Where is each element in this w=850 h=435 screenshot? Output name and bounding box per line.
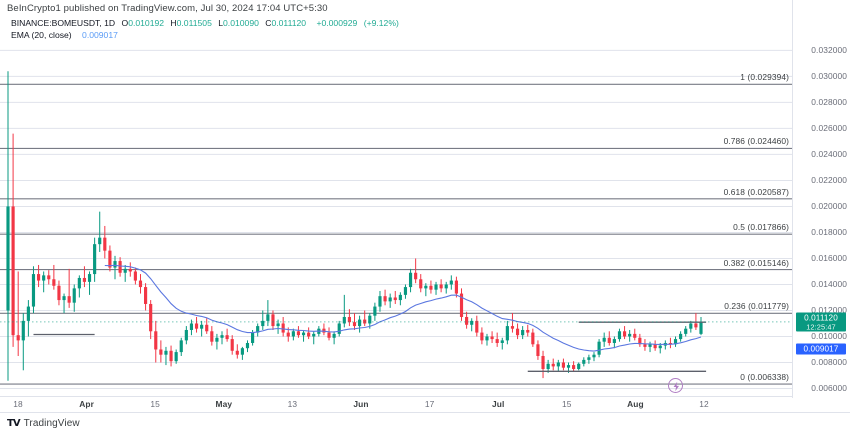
price-axis-tick: 0.026000 [811, 123, 847, 134]
legend-low-value: 0.010090 [223, 18, 259, 28]
chart-plot-area[interactable] [0, 40, 793, 395]
legend-low-key: L [218, 18, 224, 28]
time-axis-tick: 12 [699, 399, 709, 409]
legend-close-key: C [265, 18, 272, 28]
price-axis-tick: 0.028000 [811, 97, 847, 108]
candlestick-series-layer [0, 71, 793, 381]
price-axis-tick: 0.030000 [811, 71, 847, 82]
tradingview-logo[interactable]: TV TradingView [7, 418, 80, 429]
fibonacci-level-label: 0.5 (0.017866) [733, 222, 789, 233]
legend-ohlc-row: BINANCE:BOMEUSDT, 1D O0.010192 H0.011505… [11, 17, 399, 29]
price-axis-tick: 0.024000 [811, 149, 847, 160]
price-axis-tick: 0.020000 [811, 201, 847, 212]
time-axis-tick: Jul [491, 399, 505, 409]
time-axis-tick: 13 [287, 399, 298, 409]
price-axis-tick: 0.022000 [811, 175, 847, 186]
fibonacci-level-label: 0.382 (0.015146) [723, 257, 789, 268]
tradingview-logo-word: TradingView [23, 418, 80, 429]
price-axis-tick: 0.008000 [811, 357, 847, 368]
legend-ema-value: 0.009017 [82, 30, 118, 40]
time-scale[interactable]: 18 Apr 15 May 13 Jun 17 Jul 15 Aug 12 [0, 397, 793, 412]
price-axis-tick: 0.010000 [811, 331, 847, 342]
price-axis-tick: 0.006000 [811, 383, 847, 394]
time-axis-tick: May [215, 399, 233, 409]
ema-price-badge[interactable]: 0.009017 [796, 343, 846, 355]
time-scale-divider [0, 396, 793, 397]
price-scale[interactable]: 0.032000 0.030000 0.028000 0.026000 0.024000… [793, 0, 850, 396]
time-axis-tick: 15 [150, 399, 160, 409]
legend-close-value: 0.011120 [271, 18, 307, 28]
time-axis-tick: 18 [13, 399, 23, 409]
fibonacci-level-label: 0.786 (0.024460) [723, 136, 789, 147]
fibonacci-level-label: 1 (0.029394) [740, 72, 789, 83]
fibonacci-level-label: 0 (0.006338) [740, 372, 789, 383]
price-axis-tick: 0.032000 [811, 45, 847, 56]
chart-legend: BINANCE:BOMEUSDT, 1D O0.010192 H0.011505… [11, 17, 399, 41]
price-axis-tick: 0.012000 [811, 305, 847, 316]
price-axis-tick: 0.018000 [811, 227, 847, 238]
fibonacci-level-label: 0.618 (0.020587) [723, 186, 789, 197]
fibonacci-level-label: 0.236 (0.011779) [724, 301, 789, 312]
price-scale-divider [792, 0, 793, 398]
price-axis-tick: 0.014000 [811, 279, 847, 290]
bar-countdown: 12:25:47 [806, 322, 836, 332]
lightning-bolt-icon[interactable] [668, 378, 683, 393]
time-axis-tick: Apr [79, 399, 94, 409]
chart-grid-layer [0, 49, 793, 389]
legend-open-key: O [121, 18, 129, 28]
legend-open-value: 0.010192 [128, 18, 165, 28]
price-axis-tick: 0.016000 [811, 253, 847, 264]
legend-change-absolute: +0.000929 [316, 18, 358, 28]
legend-symbol[interactable]: BINANCE:BOMEUSDT, 1D [11, 18, 116, 28]
last-price-value: 0.011120 [804, 313, 838, 323]
time-axis-tick: 15 [562, 399, 572, 409]
legend-change-percent: (+9.12%) [363, 18, 399, 28]
legend-high-value: 0.011505 [176, 18, 212, 28]
lightning-bolt-glyph [673, 381, 679, 392]
time-axis-tick: Jun [353, 399, 369, 409]
legend-ema-row: EMA (20, close) 0.009017 [11, 29, 399, 41]
time-axis-tick: Aug [627, 399, 644, 409]
last-price-badge[interactable]: 0.011120 12:25:47 [796, 312, 846, 332]
legend-high-key: H [170, 18, 177, 28]
footer-divider [0, 412, 850, 413]
tradingview-logo-mark: TV [7, 418, 21, 429]
time-axis-tick: 17 [424, 399, 435, 409]
legend-ema-name[interactable]: EMA (20, close) [11, 30, 72, 40]
attribution-text: BeInCrypto1 published on TradingView.com… [7, 3, 328, 14]
